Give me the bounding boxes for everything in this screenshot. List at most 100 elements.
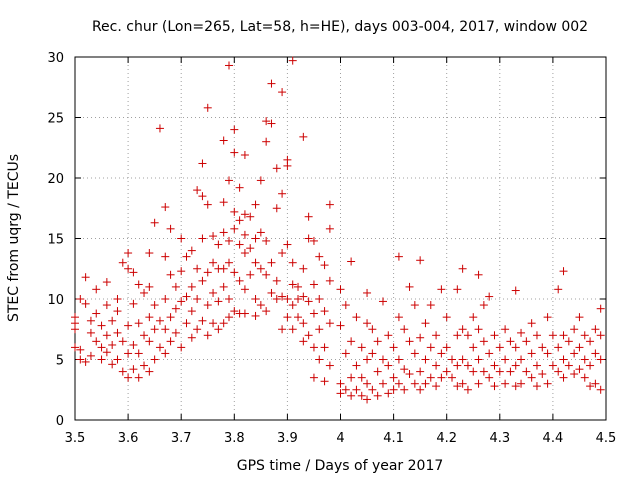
data-point (501, 379, 510, 388)
data-point (394, 379, 403, 388)
data-point (124, 373, 133, 382)
data-point (262, 117, 271, 126)
data-point (543, 349, 552, 358)
data-point (134, 319, 143, 328)
data-point (479, 301, 488, 310)
data-point (246, 270, 255, 279)
data-point (378, 379, 387, 388)
data-point (315, 355, 324, 364)
data-point (347, 391, 356, 400)
data-point (214, 297, 223, 306)
data-point (113, 328, 122, 337)
data-point (124, 349, 133, 358)
data-point (224, 295, 233, 303)
data-point (140, 331, 149, 340)
data-point (432, 361, 441, 370)
data-point (187, 282, 196, 291)
data-point (479, 367, 488, 376)
x-tick-label: 3.9 (277, 431, 298, 446)
data-point (442, 343, 451, 352)
data-point (150, 301, 159, 310)
data-point (235, 240, 244, 249)
data-point (511, 361, 520, 370)
data-point (124, 321, 133, 330)
data-point (299, 337, 308, 346)
data-point (517, 379, 526, 388)
data-point (394, 313, 403, 322)
data-point (315, 325, 324, 334)
data-point (378, 297, 387, 306)
data-point (240, 230, 249, 239)
data-point (315, 295, 324, 303)
y-tick-label: 15 (47, 233, 64, 248)
data-point (102, 301, 111, 310)
x-tick-label: 4.3 (489, 431, 510, 446)
data-point (182, 319, 191, 328)
data-point (230, 125, 239, 134)
data-point (278, 325, 287, 334)
data-point (586, 382, 595, 391)
data-point (161, 252, 170, 261)
data-point (256, 264, 265, 273)
data-point (203, 268, 212, 277)
data-point (240, 309, 249, 318)
data-point (198, 159, 207, 168)
data-point (267, 258, 276, 267)
data-point (570, 325, 579, 334)
data-point (145, 282, 154, 291)
data-point (527, 373, 536, 382)
data-point (368, 325, 377, 334)
data-point (219, 228, 228, 237)
data-point (304, 234, 313, 243)
data-point (453, 382, 462, 391)
data-point (384, 389, 393, 398)
data-point (543, 313, 552, 322)
data-point (150, 355, 159, 364)
data-point (527, 349, 536, 358)
data-point (219, 319, 228, 328)
data-point (92, 337, 101, 346)
data-point (76, 295, 85, 303)
data-point (171, 282, 180, 291)
data-point (177, 234, 186, 243)
data-point (479, 337, 488, 346)
data-point (272, 295, 281, 303)
data-point (294, 282, 303, 291)
data-point (108, 340, 117, 349)
data-point (485, 292, 494, 301)
data-point (113, 295, 122, 303)
data-point (203, 301, 212, 310)
data-point (81, 273, 90, 282)
data-point (166, 313, 175, 322)
data-point (517, 355, 526, 364)
data-point (224, 176, 233, 185)
data-point (432, 382, 441, 391)
data-point (532, 331, 541, 340)
data-point (92, 309, 101, 318)
data-point (421, 379, 430, 388)
data-point (251, 200, 260, 209)
data-point (580, 355, 589, 364)
data-point (564, 337, 573, 346)
data-point (251, 258, 260, 267)
data-point (501, 355, 510, 364)
data-point (198, 192, 207, 201)
data-point (155, 343, 164, 352)
data-point (490, 361, 499, 370)
data-point (288, 56, 297, 65)
data-point (86, 316, 95, 325)
data-point (320, 261, 329, 270)
data-point (453, 361, 462, 370)
data-point (400, 325, 409, 334)
axis-ticks: 3.5 3.6 3.7 3.8 3.9 4 4.1 4.2 4.3 4.4 4.5 0 5 10 15 20 2… (47, 51, 616, 446)
data-point (357, 391, 366, 400)
data-point (161, 349, 170, 358)
data-point (240, 249, 249, 258)
x-tick-label: 3.5 (65, 431, 86, 446)
data-point (575, 343, 584, 352)
data-point (251, 311, 260, 320)
data-point (235, 216, 244, 225)
data-point (586, 337, 595, 346)
data-point (97, 343, 106, 352)
x-tick-label: 4.2 (436, 431, 457, 446)
